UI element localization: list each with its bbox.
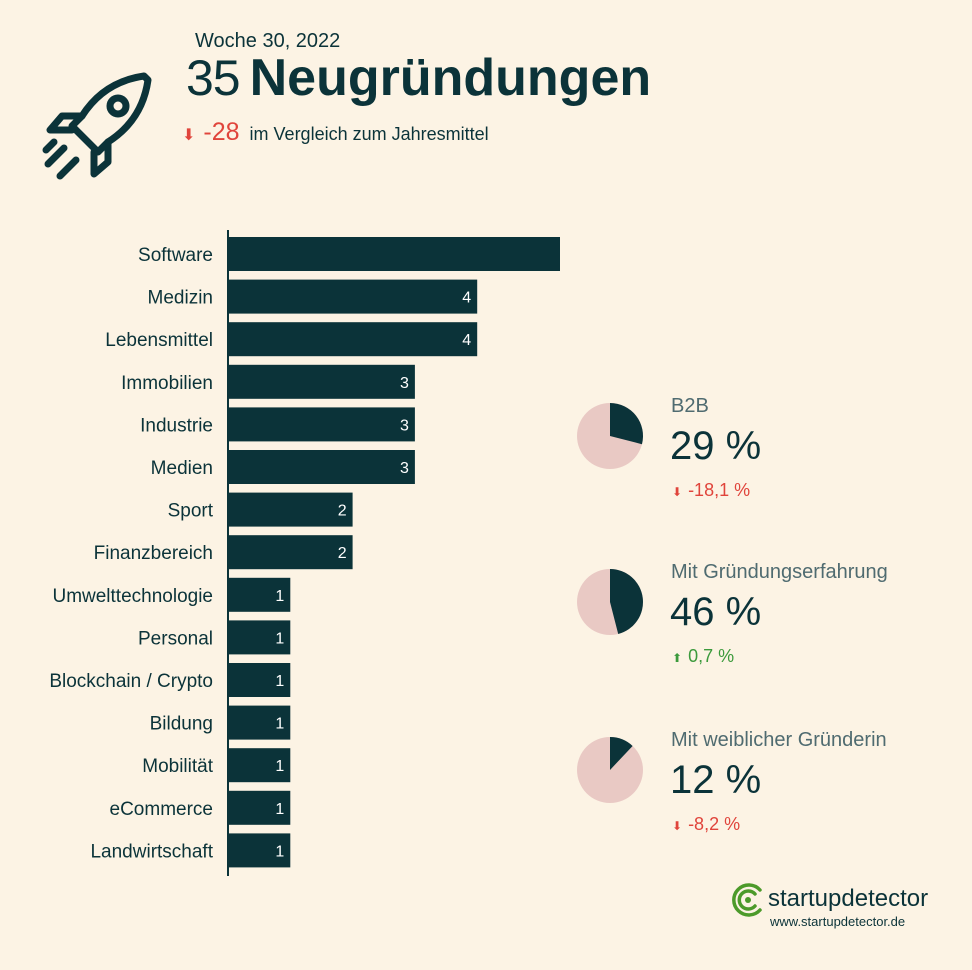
- down-arrow-icon: ⬇: [182, 127, 196, 144]
- category-label: Medien: [151, 458, 213, 479]
- down-arrow-icon: ⬇: [672, 819, 683, 833]
- week-label: Woche 30, 2022: [195, 30, 341, 52]
- pie-slice: [610, 569, 643, 634]
- kpi-label: Mit Gründungserfahrung: [671, 561, 888, 583]
- headline: 35 Neugründungen: [186, 52, 651, 104]
- value-label: 1: [275, 673, 284, 690]
- bar-14: [228, 833, 291, 868]
- bar-5: [228, 450, 415, 484]
- brand-logo[interactable]: startupdetector www.startupdetector.de: [730, 882, 950, 942]
- category-label: Mobilität: [142, 756, 213, 777]
- kpi-label: Mit weiblicher Gründerin: [671, 729, 887, 751]
- category-label: eCommerce: [110, 799, 213, 820]
- bar-12: [228, 748, 291, 783]
- delta-text: im Vergleich zum Jahresmittel: [249, 124, 489, 144]
- kpi-founding-experience: Mit Gründungserfahrung 46 % ⬆ 0,7 %: [576, 561, 906, 678]
- category-label: Personal: [138, 628, 213, 649]
- value-label: 1: [275, 801, 284, 818]
- bar-7: [228, 535, 353, 570]
- bar-0: [228, 237, 560, 271]
- category-label: Lebensmittel: [105, 330, 213, 351]
- pie-slice: [610, 403, 643, 445]
- delta-value: -28: [203, 118, 240, 146]
- category-label: Industrie: [140, 415, 213, 436]
- category-label: Medizin: [148, 288, 213, 309]
- kpi-delta: ⬇ -18,1 %: [672, 480, 750, 501]
- value-label: 2: [338, 545, 347, 562]
- bar-9: [228, 620, 291, 655]
- bar-8: [228, 577, 291, 612]
- kpi-delta-value: 0,7 %: [688, 646, 735, 666]
- kpi-value: 46 %: [670, 590, 762, 634]
- headline-title: Neugründungen: [249, 49, 652, 107]
- value-label: 4: [462, 290, 471, 307]
- brand-mark-icon: [732, 883, 762, 917]
- industry-bar-chart: Software7Medizin4Lebensmittel4Immobilien…: [49, 230, 560, 876]
- pie-founding-experience: [577, 569, 643, 635]
- kpi-female-founder: Mit weiblicher Gründerin 12 % ⬇ -8,2 %: [576, 729, 906, 846]
- kpi-value: 12 %: [670, 758, 762, 802]
- kpi-delta: ⬆ 0,7 %: [672, 646, 734, 667]
- founding-count: 35: [186, 50, 241, 106]
- bar-13: [228, 790, 291, 825]
- value-label: 1: [275, 630, 284, 647]
- pie-female-founder: [577, 737, 643, 803]
- brand-url[interactable]: www.startupdetector.de: [770, 914, 906, 929]
- value-label: 1: [275, 588, 284, 605]
- bar-3: [228, 364, 415, 399]
- bar-2: [228, 322, 478, 357]
- category-label: Software: [138, 245, 213, 266]
- category-label: Finanzbereich: [94, 543, 213, 564]
- kpi-value: 29 %: [670, 424, 762, 468]
- kpi-b2b: B2B 29 % ⬇ -18,1 %: [576, 395, 906, 512]
- bar-11: [228, 705, 291, 740]
- bar-4: [228, 407, 415, 442]
- value-label: 3: [400, 460, 409, 477]
- value-label: 1: [275, 758, 284, 775]
- value-label: 1: [275, 843, 284, 860]
- kpi-delta: ⬇ -8,2 %: [672, 814, 740, 835]
- category-label: Immobilien: [121, 373, 213, 394]
- value-label: 3: [400, 417, 409, 434]
- pie-slice: [610, 737, 633, 770]
- category-label: Blockchain / Crypto: [49, 671, 213, 692]
- kpi-delta-value: -18,1 %: [688, 480, 751, 500]
- up-arrow-icon: ⬆: [672, 651, 683, 665]
- bar-10: [228, 663, 291, 697]
- kpi-label: B2B: [671, 395, 709, 417]
- value-label: 4: [462, 332, 471, 349]
- value-label: 3: [400, 375, 409, 392]
- bar-6: [228, 492, 353, 527]
- value-label: 2: [338, 503, 347, 520]
- yearly-comparison: ⬇ -28 im Vergleich zum Jahresmittel: [182, 118, 489, 147]
- category-label: Sport: [168, 501, 214, 522]
- pie-b2b: [577, 403, 643, 469]
- value-label: 1: [275, 716, 284, 733]
- category-label: Landwirtschaft: [90, 841, 213, 862]
- category-label: Bildung: [150, 714, 213, 735]
- down-arrow-icon: ⬇: [672, 485, 683, 499]
- kpi-delta-value: -8,2 %: [688, 814, 741, 834]
- bar-1: [228, 279, 478, 314]
- category-label: Umwelttechnologie: [52, 586, 213, 607]
- brand-name: startupdetector: [768, 885, 929, 912]
- rocket-icon: [42, 72, 152, 180]
